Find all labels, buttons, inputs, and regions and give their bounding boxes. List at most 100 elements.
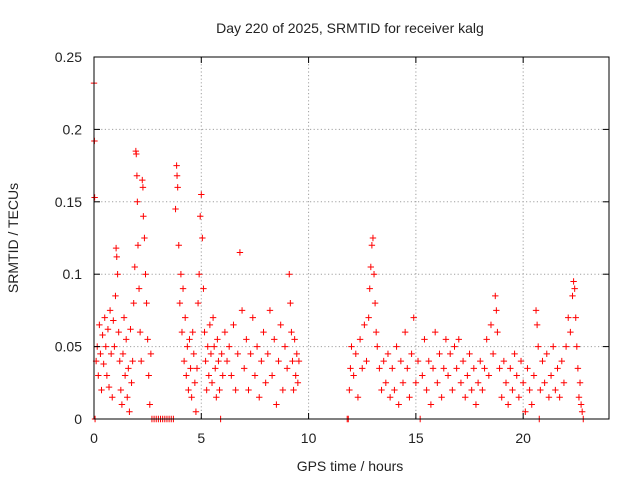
data-point: [502, 379, 510, 386]
data-point: [427, 401, 435, 408]
data-point: [408, 350, 415, 358]
data-point: [185, 386, 192, 394]
data-point: [216, 386, 223, 394]
data-point: [367, 263, 375, 271]
data-point: [532, 307, 540, 314]
data-point: [569, 292, 576, 300]
data-point: [124, 394, 131, 401]
data-point: [485, 372, 493, 379]
data-point: [112, 244, 120, 252]
data-point: [198, 191, 205, 198]
data-point: [533, 321, 541, 329]
data-point: [496, 365, 503, 372]
data-point: [177, 271, 185, 278]
y-tick-label: 0.2: [63, 121, 83, 137]
data-point: [391, 386, 398, 394]
data-point: [371, 299, 379, 307]
data-point: [214, 336, 221, 343]
data-point: [104, 326, 112, 333]
data-point: [144, 336, 151, 343]
data-point: [528, 401, 535, 408]
data-point: [507, 365, 514, 372]
data-point: [509, 386, 516, 394]
data-point: [572, 314, 579, 321]
data-point: [522, 408, 529, 415]
data-point: [140, 213, 147, 220]
data-point: [184, 343, 191, 350]
data-point: [419, 372, 426, 379]
data-point: [183, 372, 190, 379]
data-point: [256, 394, 263, 401]
data-point: [436, 350, 443, 358]
data-point: [550, 343, 557, 350]
data-point: [203, 386, 210, 394]
data-point: [459, 357, 467, 365]
data-point: [188, 394, 195, 401]
data-point: [565, 314, 572, 321]
data-point: [515, 394, 523, 401]
data-point: [500, 357, 508, 365]
data-point: [556, 394, 563, 401]
data-point: [117, 386, 125, 394]
data-point: [228, 372, 235, 379]
data-point: [275, 357, 282, 365]
data-point: [283, 365, 291, 372]
data-point: [440, 365, 447, 372]
data-point: [380, 357, 387, 365]
data-points: [90, 79, 587, 423]
data-point: [241, 365, 248, 372]
data-point: [372, 328, 380, 336]
data-point: [384, 350, 392, 358]
data-point: [136, 328, 144, 336]
data-point: [552, 386, 559, 394]
data-point: [474, 379, 482, 386]
data-point: [395, 401, 402, 408]
data-point: [442, 336, 450, 343]
data-point: [389, 365, 396, 372]
data-point: [176, 299, 184, 307]
plot-frame: [93, 56, 610, 420]
x-axis-label: GPS time / hours: [297, 458, 404, 474]
data-point: [513, 372, 520, 379]
data-point: [537, 386, 544, 394]
data-point: [577, 401, 585, 408]
data-point: [146, 401, 153, 408]
data-point: [483, 336, 490, 343]
data-point: [356, 336, 364, 343]
data-point: [279, 386, 287, 394]
data-point: [193, 365, 201, 372]
data-point: [223, 357, 231, 365]
data-point: [354, 394, 362, 401]
data-point: [215, 357, 222, 365]
x-tick-label: 10: [301, 430, 317, 446]
data-point: [286, 271, 293, 278]
data-point: [105, 383, 113, 391]
data-point: [429, 365, 437, 372]
data-point: [547, 372, 555, 379]
data-point: [191, 379, 199, 386]
data-point: [352, 350, 359, 358]
data-point: [421, 336, 428, 343]
y-tick-label: 0.15: [55, 194, 82, 210]
data-point: [277, 321, 284, 329]
data-point: [281, 343, 289, 350]
data-point: [95, 372, 102, 379]
data-point: [368, 242, 376, 249]
data-point: [134, 198, 141, 205]
data-point: [133, 150, 140, 158]
data-point: [470, 365, 478, 372]
data-point: [99, 331, 106, 339]
data-point: [361, 321, 368, 329]
data-point: [138, 357, 145, 365]
data-point: [204, 343, 211, 350]
data-point: [100, 360, 107, 368]
data-point: [130, 299, 137, 307]
data-point: [271, 336, 278, 343]
data-point: [173, 172, 181, 179]
data-point: [539, 357, 546, 365]
data-point: [133, 172, 141, 179]
data-point: [578, 408, 586, 415]
data-point: [449, 386, 456, 394]
data-point: [288, 328, 295, 336]
data-point: [249, 314, 256, 321]
